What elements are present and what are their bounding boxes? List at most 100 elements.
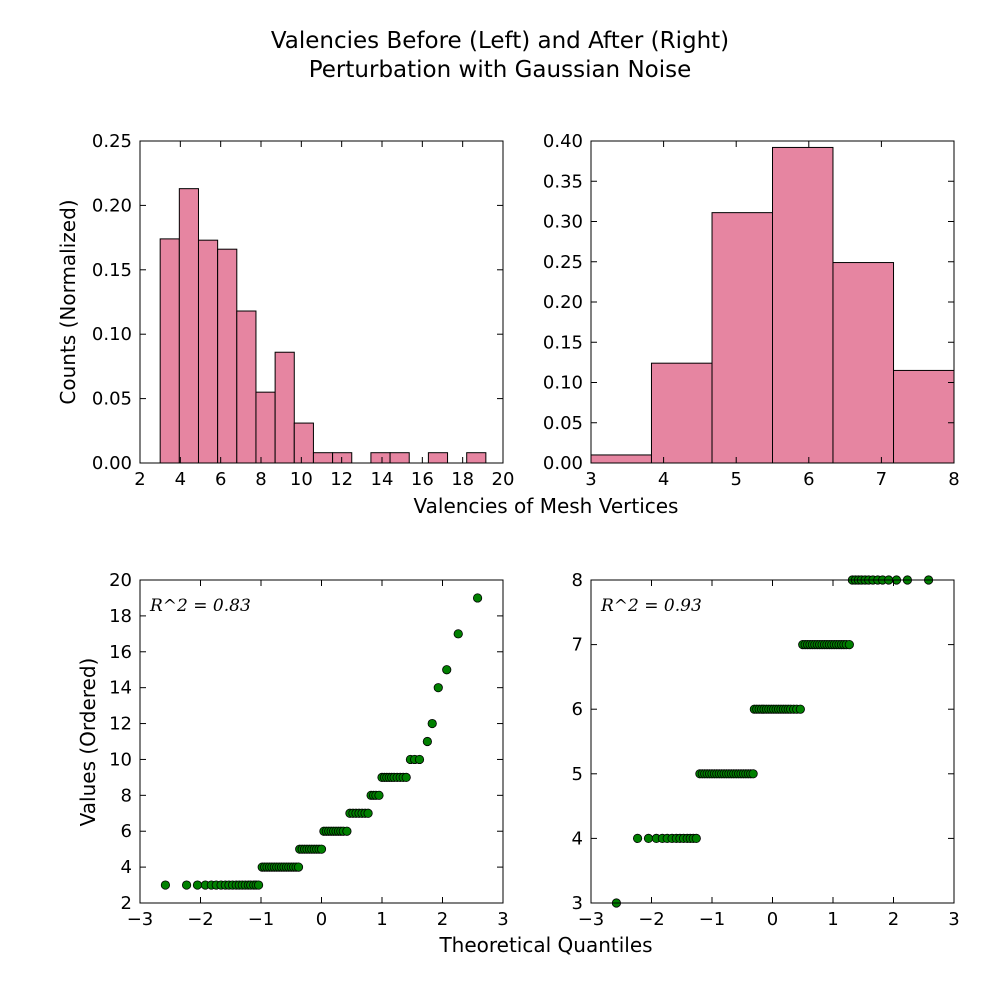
r-squared-annotation: R^2 = 0.93: [600, 596, 702, 616]
histogram-bar: [650, 362, 713, 464]
qq-point: [181, 880, 192, 890]
y-tick-label: 3: [572, 893, 583, 914]
qq-plot-after: −3 −2 −1 0 1 2 3 3 4 5 6 7 8 R^2 = 0.93: [572, 570, 960, 930]
qq-point: [844, 639, 854, 650]
histogram-bar: [312, 452, 334, 464]
x-tick-label: 4: [658, 469, 669, 490]
y-tick-label: 18: [109, 606, 132, 627]
qq-point: [253, 880, 264, 890]
y-tick-label: 0.05: [543, 413, 583, 434]
qq-point: [442, 665, 452, 675]
qq-point: [472, 593, 483, 603]
y-tick-label: 0.05: [92, 389, 132, 410]
qq-point: [192, 880, 203, 890]
histogram-bar: [159, 238, 180, 464]
y-tick-label: 0.35: [543, 171, 583, 192]
qq-point: [643, 833, 654, 844]
y-tick-label: 16: [109, 642, 132, 663]
y-tick-label: 0.00: [543, 453, 583, 474]
y-tick-label: 0.10: [543, 373, 583, 394]
histogram-bar: [236, 310, 257, 464]
x-tick-label: 2: [134, 469, 145, 490]
histogram-bar: [217, 248, 238, 464]
y-tick-label: 4: [121, 857, 132, 878]
qq-point: [632, 833, 643, 844]
x-tick-label: 2: [888, 909, 899, 930]
x-tick-label: 1: [827, 909, 838, 930]
y-tick-label: 0.20: [92, 195, 132, 216]
shared-x-axis-label-bottom: Theoretical Quantiles: [438, 933, 652, 957]
x-tick-label: 14: [371, 469, 394, 490]
x-tick-label: 1: [376, 909, 387, 930]
qq-point: [414, 754, 425, 765]
y-tick-label: 0.25: [543, 252, 583, 273]
qq-point: [691, 833, 701, 844]
y-tick-label: 8: [121, 785, 132, 806]
histogram-bar: [274, 351, 295, 464]
shared-x-axis-label-top: Valencies of Mesh Vertices: [414, 494, 679, 518]
y-tick-label: 0.25: [92, 131, 132, 152]
axes-frame: [139, 579, 504, 904]
histogram-bar: [427, 452, 449, 464]
x-tick-label: 2: [437, 909, 448, 930]
x-tick-label: 20: [492, 469, 515, 490]
x-tick-label: −1: [699, 909, 726, 930]
x-tick-label: 6: [215, 469, 226, 490]
histogram-bar: [178, 188, 199, 464]
y-tick-label: 8: [572, 570, 583, 591]
y-tick-label: 20: [109, 570, 132, 591]
histogram-bar: [466, 452, 487, 464]
figure-title-line1: Valencies Before (Left) and After (Right…: [271, 28, 729, 54]
x-tick-label: −2: [187, 909, 214, 930]
x-tick-label: 18: [451, 469, 474, 490]
y-tick-label: 7: [572, 635, 583, 656]
histogram-bar: [389, 452, 410, 464]
histogram-bar: [590, 454, 652, 464]
y-tick-label: 0.15: [92, 260, 132, 281]
y-tick-label: 5: [572, 764, 583, 785]
qq-point: [293, 862, 304, 872]
axes-frame: [590, 579, 955, 904]
x-tick-label: 0: [767, 909, 778, 930]
x-tick-label: 12: [330, 469, 353, 490]
histogram-bar: [332, 452, 353, 464]
y-tick-label: 2: [121, 893, 132, 914]
figure-title-line2: Perturbation with Gaussian Noise: [309, 57, 692, 83]
y-tick-label: 6: [572, 699, 583, 720]
qq-point: [433, 683, 443, 693]
qq-plot-before: Values (Ordered) −3 −2 −1 0 1 2 32468101214161…: [76, 570, 509, 930]
y-tick-label: 6: [121, 821, 132, 842]
histogram-bar: [293, 422, 314, 464]
x-tick-label: 4: [175, 469, 186, 490]
histogram-bar: [255, 391, 276, 464]
qq-point: [401, 772, 411, 782]
histogram-after: 3 4 5 6 7 8 0.00 0.05 0.10 0.15 0.20 0.25 0.30 0.35 0.…: [543, 131, 960, 490]
y-tick-label: 0.40: [543, 131, 583, 152]
y-tick-label: 0.15: [543, 332, 583, 353]
x-tick-label: −1: [248, 909, 275, 930]
histogram-before: Counts (Normalized) 2 4 6 8 10 12 14 16 18 20 0.00…: [56, 131, 514, 490]
x-tick-label: 8: [948, 469, 959, 490]
qq-point: [316, 844, 327, 854]
histogram-bar: [832, 262, 895, 464]
x-tick-label: 10: [290, 469, 313, 490]
y-tick-label: 12: [109, 714, 132, 735]
y-tick-label: 10: [109, 749, 132, 770]
y-tick-label: 0.30: [543, 212, 583, 233]
x-tick-label: 5: [730, 469, 741, 490]
qq-point: [453, 629, 463, 639]
qq-point: [427, 718, 437, 729]
histogram-bar: [893, 369, 955, 464]
x-tick-label: 7: [876, 469, 887, 490]
r-squared-annotation: R^2 = 0.83: [149, 596, 251, 616]
histogram-bar: [772, 146, 834, 464]
histogram-bar: [197, 239, 219, 464]
histogram-bar: [370, 452, 391, 464]
y-axis-label-qq-before: Values (Ordered): [76, 658, 100, 827]
y-tick-label: 4: [572, 828, 583, 849]
x-tick-label: −3: [127, 909, 154, 930]
qq-point: [748, 769, 758, 779]
qq-point: [342, 826, 352, 836]
x-tick-label: 8: [255, 469, 266, 490]
